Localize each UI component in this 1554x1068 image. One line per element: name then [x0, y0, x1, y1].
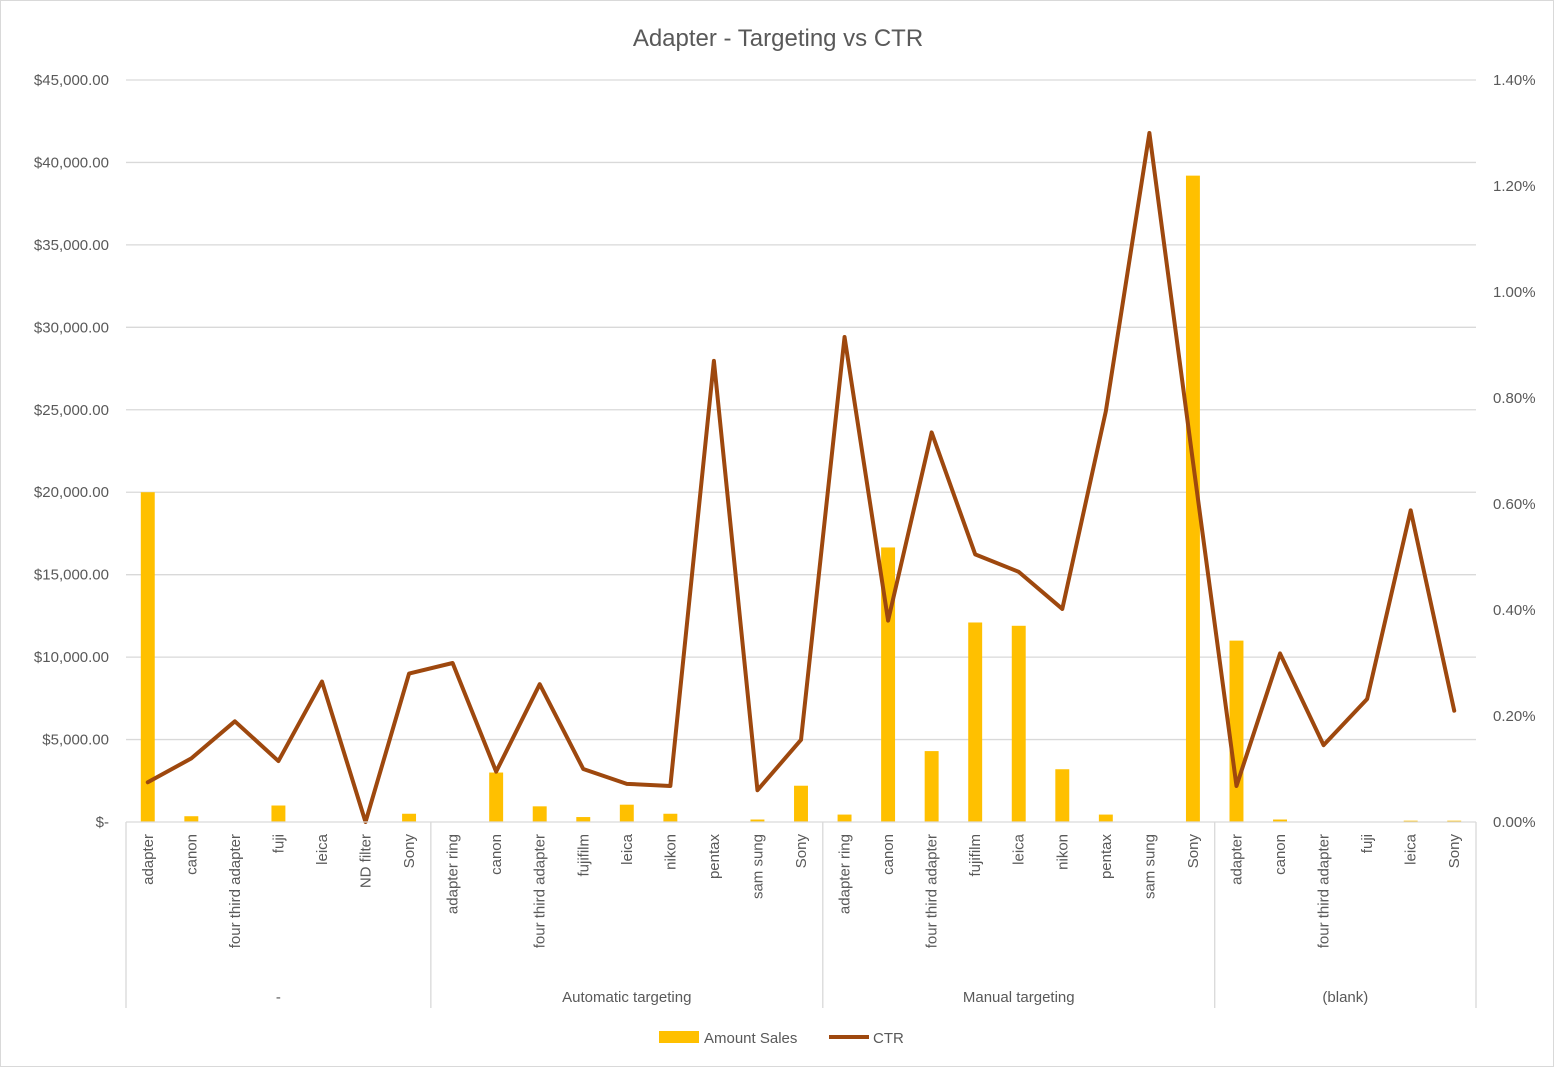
- y-right-tick-label: 1.20%: [1493, 178, 1536, 195]
- category-label: four third adapter: [532, 834, 549, 948]
- category-label: canon: [1272, 834, 1289, 875]
- group-label: (blank): [1322, 989, 1368, 1006]
- bar: [402, 813, 417, 822]
- bar: [1447, 820, 1462, 822]
- bar: [1403, 820, 1418, 822]
- y-left-tick-label: $30,000.00: [34, 319, 109, 336]
- y-left-tick-label: $25,000.00: [34, 402, 109, 419]
- y-right-tick-label: 1.40%: [1493, 72, 1536, 89]
- y-left-tick-label: $-: [96, 814, 109, 831]
- category-label: four third adapter: [924, 834, 941, 948]
- category-label: four third adapter: [1316, 834, 1333, 948]
- category-label: ND filter: [358, 834, 375, 888]
- group-label: Automatic targeting: [562, 989, 691, 1006]
- bar: [881, 547, 896, 822]
- category-label: adapter: [1228, 834, 1245, 885]
- legend-swatch-amount-sales: [659, 1031, 699, 1043]
- category-label: adapter ring: [837, 834, 854, 914]
- category-label: fuji: [270, 834, 287, 853]
- bar: [619, 804, 634, 822]
- legend-label-ctr: CTR: [873, 1030, 904, 1047]
- category-label: Sony: [401, 834, 418, 869]
- ctr-line: [145, 131, 1457, 824]
- y-right-tick-label: 0.80%: [1493, 390, 1536, 407]
- y-left-tick-label: $35,000.00: [34, 237, 109, 254]
- chart-title: Adapter - Targeting vs CTR: [633, 25, 923, 52]
- line-series-ctr: [145, 131, 1457, 824]
- bar: [532, 806, 547, 822]
- category-label: leica: [619, 833, 636, 865]
- category-label: sam sung: [1141, 834, 1158, 899]
- category-label: fujifilm: [967, 834, 984, 877]
- category-label: four third adapter: [227, 834, 244, 948]
- category-label: pentax: [1098, 834, 1115, 880]
- category-label: nikon: [662, 834, 679, 870]
- bar: [750, 819, 765, 822]
- category-label: Sony: [1185, 834, 1202, 869]
- bar: [184, 816, 199, 822]
- y-left-tick-label: $5,000.00: [42, 732, 109, 749]
- y-right-tick-label: 0.00%: [1493, 814, 1536, 831]
- category-label: fuji: [1359, 834, 1376, 853]
- category-label: leica: [1403, 833, 1420, 865]
- category-label: canon: [183, 834, 200, 875]
- bar: [794, 785, 808, 822]
- category-label: canon: [488, 834, 505, 875]
- bar: [1098, 814, 1113, 822]
- y-left-tick-label: $45,000.00: [34, 72, 109, 89]
- bar-series-amount-sales: [140, 175, 1462, 822]
- group-label: -: [276, 989, 281, 1006]
- bar: [140, 492, 155, 822]
- bar: [489, 772, 504, 822]
- bar: [837, 814, 852, 822]
- category-label: sam sung: [749, 834, 766, 899]
- bar: [663, 813, 678, 822]
- y-right-tick-label: 0.60%: [1493, 496, 1536, 513]
- category-label: Sony: [793, 834, 810, 869]
- category-label: adapter: [140, 834, 157, 885]
- y-right-tick-label: 0.40%: [1493, 602, 1536, 619]
- category-label: canon: [880, 834, 897, 875]
- group-label: Manual targeting: [963, 989, 1075, 1006]
- category-label: leica: [314, 833, 331, 865]
- category-label: pentax: [706, 834, 723, 880]
- y-left-tick-label: $15,000.00: [34, 567, 109, 584]
- bar: [1229, 640, 1244, 822]
- y-left-tick-label: $10,000.00: [34, 649, 109, 666]
- bar: [1185, 175, 1200, 822]
- category-label: fujifilm: [575, 834, 592, 877]
- bar: [1273, 819, 1287, 822]
- category-label: leica: [1011, 833, 1028, 865]
- bar: [1055, 769, 1070, 822]
- bar: [1011, 625, 1026, 822]
- y-right-tick-label: 1.00%: [1493, 284, 1536, 301]
- gridlines: [126, 79, 1476, 741]
- category-label: adapter ring: [445, 834, 462, 914]
- category-label: nikon: [1054, 834, 1071, 870]
- y-right-tick-label: 0.20%: [1493, 708, 1536, 725]
- legend: Amount Sales CTR: [659, 1030, 904, 1047]
- axes: $- $5,000.00 $10,000.00 $15,000.00 $20,000.0…: [34, 72, 1536, 1008]
- bar: [968, 622, 983, 822]
- y-left-tick-label: $20,000.00: [34, 484, 109, 501]
- bar: [924, 751, 939, 822]
- legend-label-amount-sales: Amount Sales: [704, 1030, 797, 1047]
- y-left-tick-label: $40,000.00: [34, 154, 109, 171]
- bar: [576, 817, 591, 822]
- bar: [271, 805, 286, 822]
- category-label: Sony: [1446, 834, 1463, 869]
